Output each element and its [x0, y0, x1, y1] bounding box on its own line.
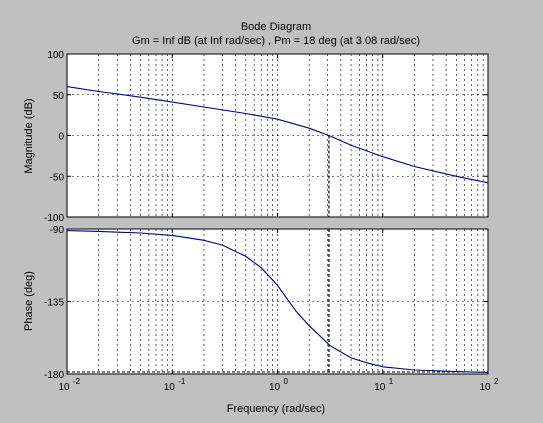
magnitude-ylabel: Magnitude (dB): [23, 98, 35, 173]
magnitude-y-tick-label: 100: [47, 50, 64, 61]
x-tick-label: 10: [374, 382, 386, 393]
x-tick-exponent: -2: [73, 377, 81, 386]
phase-y-tick-label: -180: [44, 370, 64, 381]
x-tick-label: 10: [479, 382, 491, 393]
magnitude-y-tick-label: -50: [50, 172, 65, 183]
phase-y-tick-label: -135: [44, 298, 64, 309]
x-tick-label: 10: [164, 382, 176, 393]
chart-subtitle: Gm = Inf dB (at Inf rad/sec) , Pm = 18 d…: [132, 35, 420, 47]
x-tick-exponent: 2: [494, 377, 499, 386]
chart-title: Bode Diagram: [241, 21, 311, 33]
x-tick-exponent: 0: [284, 377, 289, 386]
x-tick-exponent: -1: [178, 377, 186, 386]
magnitude-y-tick-label: 50: [53, 91, 65, 102]
frequency-xlabel: Frequency (rad/sec): [227, 403, 325, 415]
x-tick-exponent: 1: [389, 377, 394, 386]
x-tick-label: 10: [269, 382, 281, 393]
phase-y-tick-label: -90: [50, 225, 65, 236]
phase-ylabel: Phase (deg): [23, 271, 35, 331]
magnitude-axes: -100 -50 0 50 100: [44, 50, 488, 224]
magnitude-y-tick-label: 0: [58, 132, 64, 143]
magnitude-y-tick-label: -100: [44, 213, 64, 224]
x-tick-label: 10: [58, 382, 70, 393]
